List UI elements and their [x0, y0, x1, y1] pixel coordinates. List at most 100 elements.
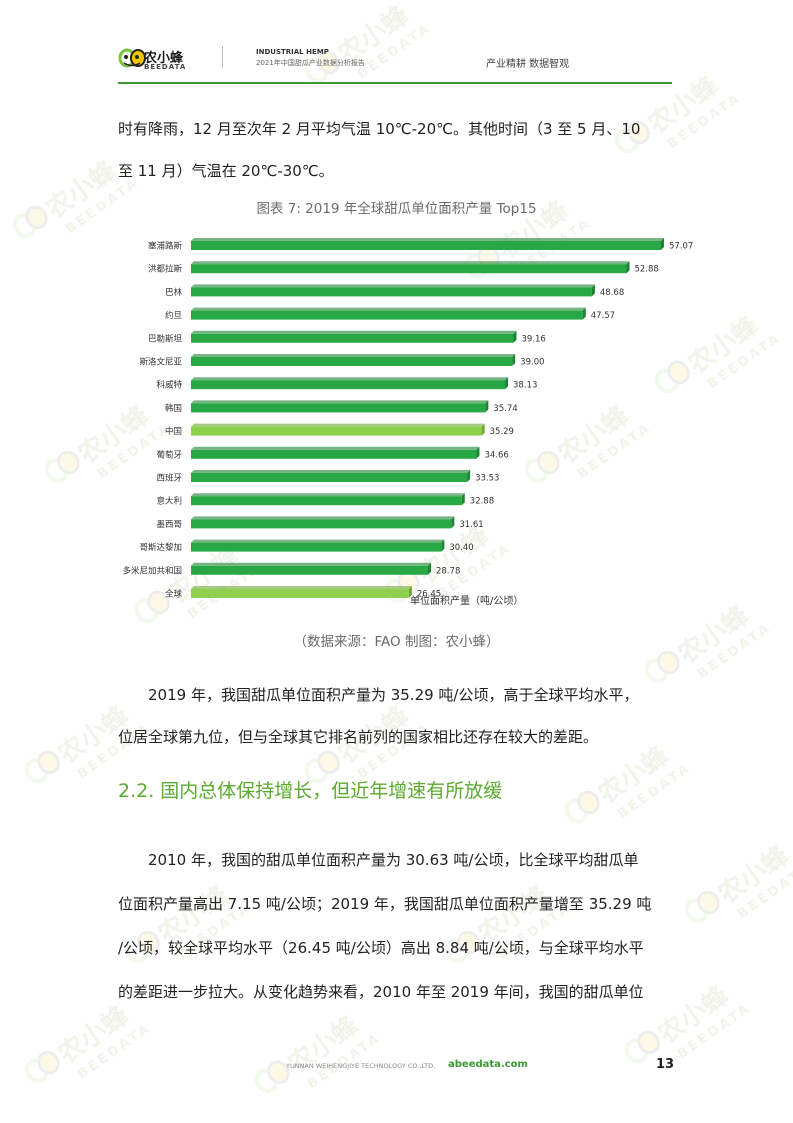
bar-top: [191, 470, 471, 473]
bar-top: [191, 516, 455, 520]
intro-line: 时有降雨，12 月至次年 2 月平均气温 10℃-20℃。其他时间（3 至 5 …: [118, 120, 641, 138]
footer-url[interactable]: abeedata.com: [448, 1059, 528, 1070]
value-label: 57.07: [669, 242, 693, 252]
body-paragraph-2: 2010 年，我国的甜瓜单位面积产量为 30.63 吨/公顷，比全球平均甜瓜单 …: [118, 838, 678, 1014]
figure-caption: 图表 7: 2019 年全球甜瓜单位面积产量 Top15: [256, 201, 537, 217]
bar-top: [191, 493, 465, 497]
bar-side: [451, 516, 455, 529]
bar: [191, 449, 477, 459]
category-label: 韩国: [165, 403, 182, 414]
value-label: 39.00: [520, 358, 544, 368]
bar-side: [582, 307, 586, 320]
value-label: 52.88: [634, 265, 658, 275]
bar-side: [626, 261, 630, 274]
bar-top: [191, 330, 517, 334]
bee-logo-icon: [118, 48, 146, 68]
intro-line: 至 11 月）气温在 20℃-30℃。: [118, 162, 334, 180]
watermark-sub: BEEDATA: [735, 860, 793, 923]
category-label: 意大利: [156, 496, 182, 507]
category-label: 塞浦路斯: [148, 241, 183, 252]
logo-name: 农小蜂: [144, 51, 184, 66]
value-label: 35.29: [490, 427, 514, 437]
bar-top: [191, 284, 595, 288]
bar: [191, 565, 429, 575]
value-label: 31.61: [459, 520, 483, 530]
header-rule: [118, 82, 672, 84]
value-label: 38.13: [513, 381, 537, 391]
header-title-en: INDUSTRIAL HEMP: [256, 48, 329, 56]
bar-top: [191, 446, 480, 450]
value-label: 34.66: [484, 450, 508, 460]
watermark-sub: BEEDATA: [615, 760, 695, 823]
intro-paragraph: 时有降雨，12 月至次年 2 月平均气温 10℃-20℃。其他时间（3 至 5 …: [118, 108, 678, 192]
bar-side: [661, 238, 664, 250]
bar: [191, 496, 462, 506]
value-label: 48.68: [600, 288, 624, 298]
bar: [191, 426, 482, 436]
bar: [191, 264, 627, 274]
bar-top: [191, 586, 412, 589]
category-label: 巴林: [165, 287, 183, 298]
watermark-sub: BEEDATA: [75, 1020, 155, 1083]
bar: [191, 241, 661, 250]
page-number: 13: [656, 1057, 675, 1072]
footer-company: YUNNAN WEIHENGJIYE TECHNOLOGY CO.,LTD.: [286, 1062, 436, 1070]
bar-top: [191, 562, 432, 566]
value-label: 26.45: [417, 590, 441, 600]
bar: [191, 333, 514, 343]
body-paragraph-1: 2019 年，我国甜瓜单位面积产量为 35.29 吨/公顷，高于全球平均水平， …: [118, 674, 678, 758]
bar-top: [191, 307, 586, 311]
value-label: 33.53: [475, 474, 499, 484]
category-label: 全球: [165, 589, 183, 600]
body-line: 位面积产量高出 7.15 吨/公顷；2019 年，我国甜瓜单位面积产量增至 35…: [118, 895, 652, 913]
bar: [191, 542, 442, 552]
bar: [191, 519, 452, 529]
bar-side: [441, 539, 445, 552]
value-label: 28.78: [436, 566, 460, 576]
bar-top: [191, 423, 485, 427]
bar-side: [505, 377, 509, 390]
axis-note: 单位面积产量（吨/公顷）: [410, 594, 523, 607]
body-line: /公顷，较全球平均水平（26.45 吨/公顷）高出 8.84 吨/公顷，与全球平…: [118, 939, 644, 957]
bar: [191, 403, 486, 413]
bar: [191, 287, 592, 297]
section-heading: 2.2. 国内总体保持增长，但近年增速有所放缓: [118, 780, 503, 802]
bar-side: [461, 493, 465, 506]
body-line: 的差距进一步拉大。从变化趋势来看，2010 年至 2019 年间，我国的甜瓜单位: [118, 983, 644, 1001]
header-slogan: 产业精耕 数据智观: [486, 59, 570, 70]
category-label: 墨西哥: [156, 520, 182, 530]
bar-side: [512, 354, 516, 366]
bar-top: [191, 261, 630, 265]
bar-side: [481, 423, 485, 436]
bar-side: [591, 284, 595, 297]
category-label: 哥斯达黎加: [139, 542, 182, 553]
category-label: 西班牙: [156, 473, 182, 484]
body-line: 2010 年，我国的甜瓜单位面积产量为 30.63 吨/公顷，比全球平均甜瓜单: [148, 851, 639, 869]
value-label: 32.88: [470, 497, 494, 507]
bar: [191, 310, 583, 320]
logo-sub: BEEDATA: [144, 63, 187, 71]
value-label: 47.57: [591, 311, 615, 321]
bar-side: [513, 330, 517, 343]
category-label: 多米尼加共和国: [122, 565, 182, 576]
category-label: 巴勒斯坦: [148, 333, 183, 344]
watermark-sub: BEEDATA: [675, 1000, 755, 1063]
bar-top: [191, 238, 664, 241]
watermark-sub: BEEDATA: [705, 330, 785, 393]
bar: [191, 473, 468, 482]
bar-side: [428, 562, 432, 575]
bar-top: [191, 539, 445, 543]
category-label: 洪都拉斯: [148, 264, 183, 275]
bar-side: [476, 446, 480, 459]
bar-top: [191, 354, 516, 357]
header-divider: [222, 46, 223, 68]
value-label: 35.74: [493, 404, 517, 414]
bar: [191, 589, 409, 598]
category-label: 斯洛文尼亚: [139, 357, 182, 368]
category-label: 中国: [165, 426, 182, 437]
page-header: 农小蜂 BEEDATA INDUSTRIAL HEMP 2021年中国甜瓜产业数…: [0, 0, 793, 85]
body-line: 2019 年，我国甜瓜单位面积产量为 35.29 吨/公顷，高于全球平均水平，: [148, 686, 639, 704]
bar-top: [191, 377, 509, 381]
bar-side: [408, 586, 412, 598]
